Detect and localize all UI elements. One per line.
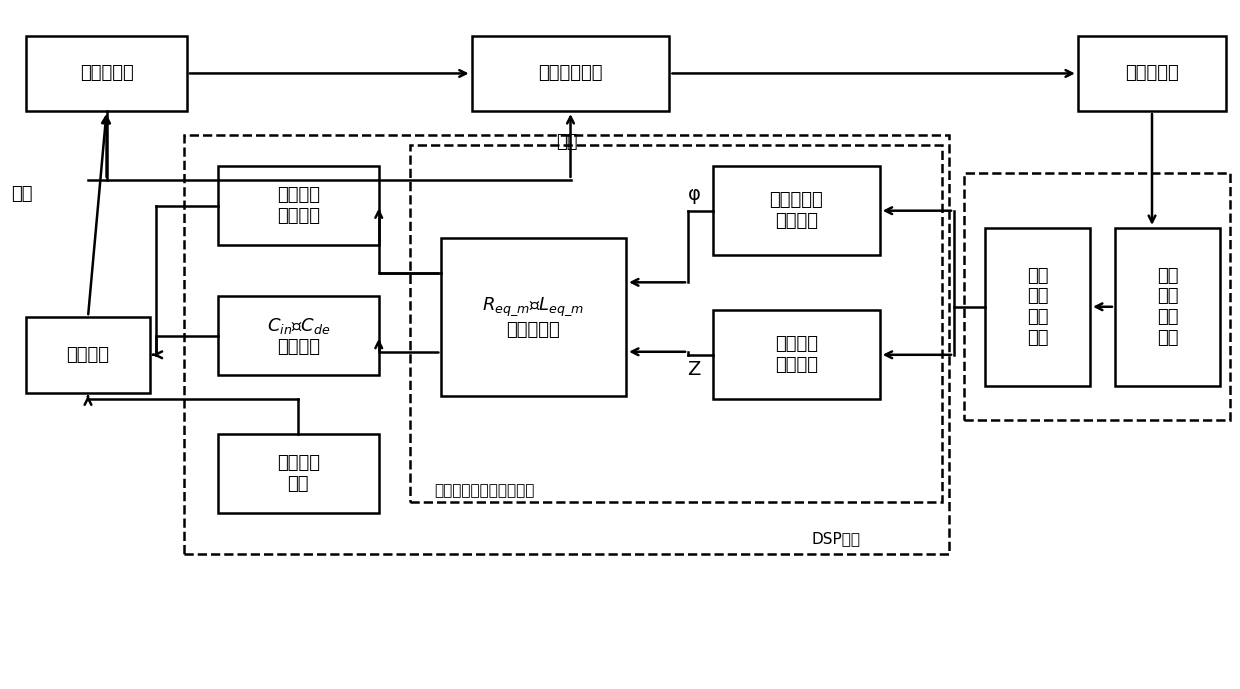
Text: 功率放大器: 功率放大器	[79, 65, 134, 83]
Bar	[218, 433, 378, 513]
Text: 阻抗模值
检测计算: 阻抗模值 检测计算	[775, 336, 818, 374]
Text: φ: φ	[688, 185, 701, 205]
Text: 换能器简化等效电路计算: 换能器简化等效电路计算	[434, 483, 534, 498]
Bar	[409, 145, 941, 502]
Text: $R_{eq\_m}$、$L_{eq\_m}$
实测值计算: $R_{eq\_m}$、$L_{eq\_m}$ 实测值计算	[482, 296, 584, 339]
Bar	[26, 317, 150, 393]
Bar	[26, 36, 187, 111]
Bar	[471, 36, 670, 111]
Bar	[713, 310, 880, 400]
Text: 调频: 调频	[11, 185, 32, 203]
Text: 电压电流相
位差检测: 电压电流相 位差检测	[770, 192, 823, 230]
Bar	[218, 296, 378, 376]
Bar	[185, 135, 949, 554]
Text: 调谐: 调谐	[556, 133, 578, 151]
Bar	[985, 228, 1090, 386]
Bar	[1078, 36, 1226, 111]
Text: 阻抗匹配网络: 阻抗匹配网络	[538, 65, 603, 83]
Text: 电流
电压
采样
电路: 电流 电压 采样 电路	[1157, 267, 1178, 347]
Bar	[1115, 228, 1220, 386]
Text: 水声换能器: 水声换能器	[1125, 65, 1179, 83]
Bar	[713, 166, 880, 256]
Bar	[218, 166, 378, 245]
Text: $C_{in}$、$C_{de}$
计算模块: $C_{in}$、$C_{de}$ 计算模块	[267, 316, 330, 356]
Text: Z: Z	[687, 360, 701, 379]
Bar	[963, 173, 1230, 420]
Text: 恒定功率
控制: 恒定功率 控制	[277, 454, 320, 493]
Bar	[440, 238, 626, 396]
Text: 驱动电路: 驱动电路	[67, 346, 109, 364]
Text: 信号
放大
滤波
电路: 信号 放大 滤波 电路	[1027, 267, 1048, 347]
Text: DSP控制: DSP控制	[812, 531, 861, 546]
Text: 谐振频率
跟踪控制: 谐振频率 跟踪控制	[277, 186, 320, 225]
